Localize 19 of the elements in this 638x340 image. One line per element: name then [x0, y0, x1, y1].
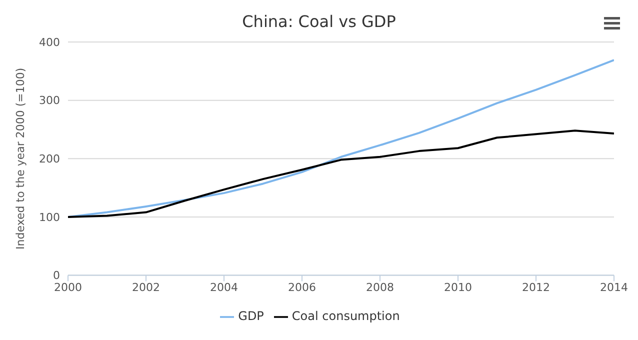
y-tick-label: 400 — [39, 36, 60, 49]
y-axis-title: Indexed to the year 2000 (=100) — [14, 68, 27, 250]
x-tick-label: 2004 — [210, 281, 238, 294]
chart-title: China: Coal vs GDP — [241, 11, 397, 33]
x-tick-label: 2008 — [366, 281, 394, 294]
x-tick-label: 2010 — [444, 281, 472, 294]
line-series — [68, 59, 614, 218]
y-tick-label: 300 — [39, 94, 60, 108]
legend-label: GDP — [238, 309, 264, 324]
line-series — [68, 130, 614, 218]
y-tick-label: 0 — [53, 269, 60, 282]
x-tick-label: 2014 — [600, 281, 628, 294]
x-tick-label: 2006 — [288, 281, 316, 294]
y-tick-label: 200 — [39, 152, 60, 166]
legend-label: Coal consumption — [292, 309, 400, 324]
x-tick-label: 2000 — [54, 281, 82, 294]
x-tick-label: 2012 — [522, 281, 550, 294]
y-tick-label: 100 — [39, 210, 60, 224]
x-tick-label: 2002 — [132, 281, 160, 294]
